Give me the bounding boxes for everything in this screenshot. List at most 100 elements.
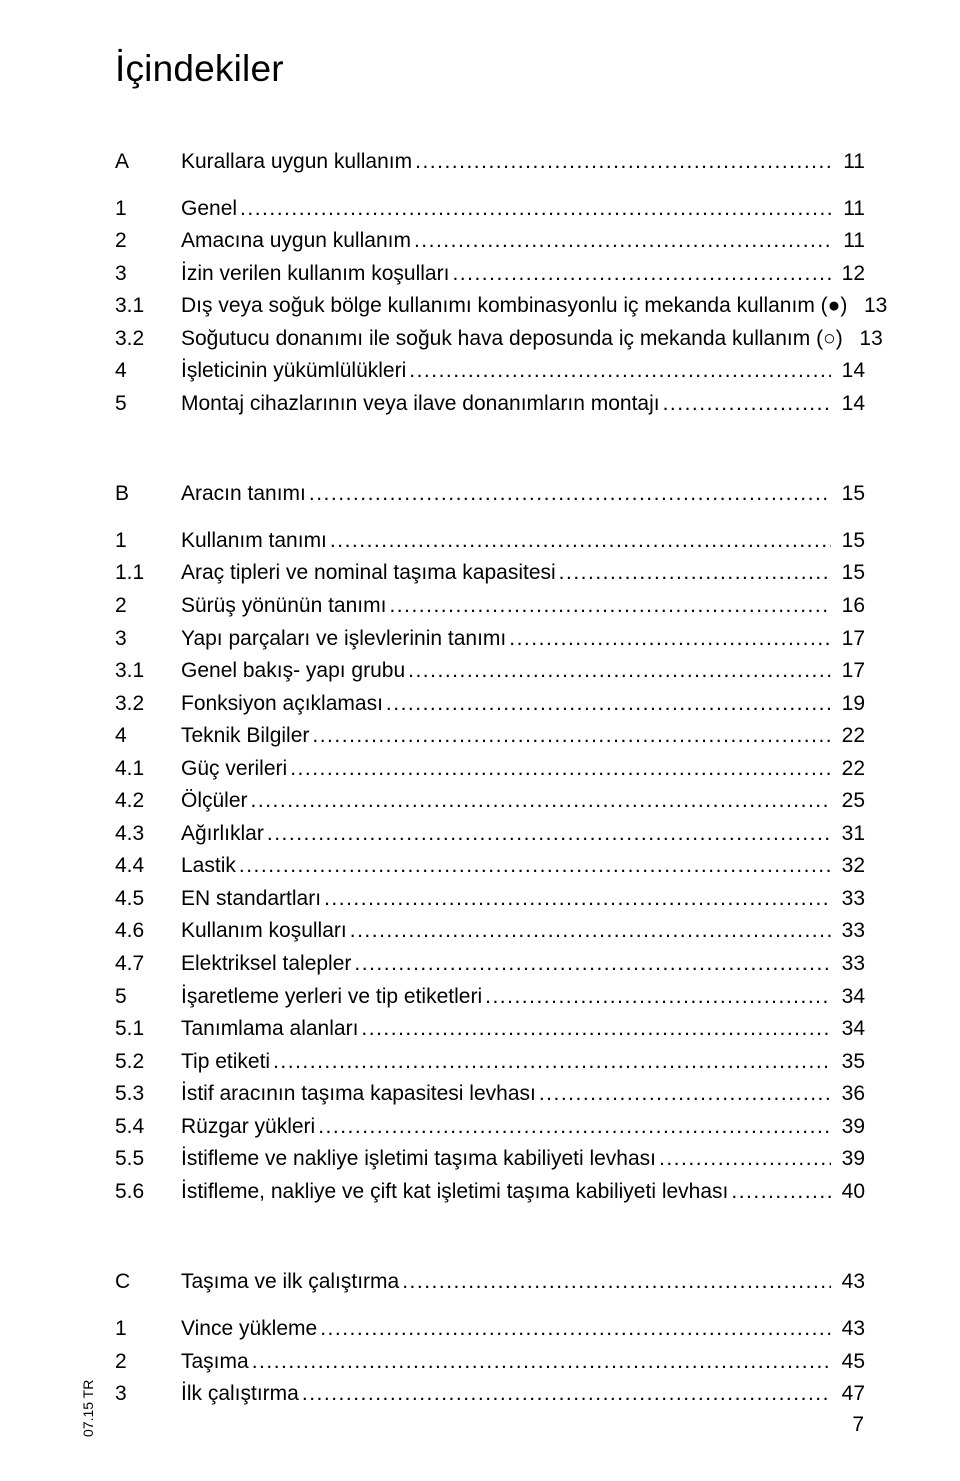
toc-item-page: 45 bbox=[831, 1346, 865, 1379]
toc-leader bbox=[405, 655, 831, 688]
toc-leader bbox=[270, 1046, 831, 1079]
toc-item: 5.2Tip etiketi35 bbox=[115, 1046, 865, 1079]
toc-item-page: 36 bbox=[831, 1078, 865, 1111]
toc-section-head: BAracın tanımı15 bbox=[115, 478, 865, 511]
page: İçindekiler AKurallara uygun kullanım111… bbox=[0, 0, 960, 1481]
toc-container: AKurallara uygun kullanım111Genel112Amac… bbox=[115, 146, 865, 1411]
toc-item-title: İşaretleme yerleri ve tip etiketleri bbox=[181, 981, 482, 1014]
toc-item-number: 4 bbox=[115, 355, 181, 388]
toc-item: 1Kullanım tanımı15 bbox=[115, 525, 865, 558]
toc-leader bbox=[412, 146, 831, 179]
toc-item: 3Yapı parçaları ve işlevlerinin tanımı17 bbox=[115, 623, 865, 656]
toc-item-page: 34 bbox=[831, 981, 865, 1014]
toc-item-title: İzin verilen kullanım koşulları bbox=[181, 258, 449, 291]
toc-section-page: 15 bbox=[831, 478, 865, 511]
toc-leader bbox=[315, 1111, 831, 1144]
toc-section-head: CTaşıma ve ilk çalıştırma43 bbox=[115, 1266, 865, 1299]
toc-item: 2Sürüş yönünün tanımı16 bbox=[115, 590, 865, 623]
toc-section: BAracın tanımı15 1Kullanım tanımı151.1Ara… bbox=[115, 478, 865, 1208]
toc-leader bbox=[347, 915, 831, 948]
toc-leader bbox=[299, 1378, 831, 1411]
toc-item-title: Lastik bbox=[181, 850, 236, 883]
toc-item-title: Ağırlıklar bbox=[181, 818, 264, 851]
toc-item-number: 4.1 bbox=[115, 753, 181, 786]
toc-item-page: 19 bbox=[831, 688, 865, 721]
toc-item-page: 15 bbox=[831, 557, 865, 590]
toc-item-number: 3 bbox=[115, 623, 181, 656]
toc-leader bbox=[351, 948, 831, 981]
toc-item-page: 39 bbox=[831, 1111, 865, 1144]
toc-item: 1Vince yükleme 43 bbox=[115, 1313, 865, 1346]
toc-item-title: İşleticinin yükümlülükleri bbox=[181, 355, 406, 388]
toc-item: 5.6İstifleme, nakliye ve çift kat işleti… bbox=[115, 1176, 865, 1209]
toc-leader bbox=[556, 557, 831, 590]
toc-item-number: 3 bbox=[115, 258, 181, 291]
toc-item-page: 14 bbox=[831, 355, 865, 388]
toc-item-number: 5.2 bbox=[115, 1046, 181, 1079]
toc-item-number: 4.4 bbox=[115, 850, 181, 883]
toc-item-page: 22 bbox=[831, 753, 865, 786]
toc-item: 4İşleticinin yükümlülükleri 14 bbox=[115, 355, 865, 388]
toc-item-page: 33 bbox=[831, 948, 865, 981]
toc-item-page: 13 bbox=[853, 290, 887, 323]
toc-item-title: Genel bbox=[181, 193, 237, 226]
toc-leader bbox=[399, 1266, 831, 1299]
toc-item: 5.4Rüzgar yükleri39 bbox=[115, 1111, 865, 1144]
toc-leader bbox=[386, 590, 831, 623]
toc-item-title: Tanımlama alanları bbox=[181, 1013, 358, 1046]
toc-section-page: 43 bbox=[831, 1266, 865, 1299]
toc-item: 4.6Kullanım koşulları 33 bbox=[115, 915, 865, 948]
toc-item: 4.7Elektriksel talepler33 bbox=[115, 948, 865, 981]
toc-item-title: İstifleme, nakliye ve çift kat işletimi … bbox=[181, 1176, 728, 1209]
toc-item-number: 5.3 bbox=[115, 1078, 181, 1111]
toc-item: 2Amacına uygun kullanım11 bbox=[115, 225, 865, 258]
toc-section-letter: A bbox=[115, 146, 181, 179]
toc-item-number: 5.5 bbox=[115, 1143, 181, 1176]
toc-leader bbox=[327, 525, 831, 558]
toc-item-number: 4.6 bbox=[115, 915, 181, 948]
toc-leader bbox=[248, 785, 831, 818]
toc-item-number: 3.2 bbox=[115, 323, 181, 356]
toc-item-page: 33 bbox=[831, 883, 865, 916]
toc-item-title: Kullanım koşulları bbox=[181, 915, 347, 948]
toc-item-number: 2 bbox=[115, 590, 181, 623]
toc-leader bbox=[321, 883, 831, 916]
toc-item-number: 1.1 bbox=[115, 557, 181, 590]
toc-leader bbox=[236, 850, 831, 883]
toc-item: 3İzin verilen kullanım koşulları 12 bbox=[115, 258, 865, 291]
toc-item: 1.1Araç tipleri ve nominal taşıma kapasi… bbox=[115, 557, 865, 590]
toc-section-letter: B bbox=[115, 478, 181, 511]
toc-leader bbox=[728, 1176, 831, 1209]
toc-item-number: 3 bbox=[115, 1378, 181, 1411]
toc-leader bbox=[406, 355, 831, 388]
toc-item-number: 2 bbox=[115, 1346, 181, 1379]
toc-item-number: 5 bbox=[115, 388, 181, 421]
toc-item-number: 3.1 bbox=[115, 290, 181, 323]
toc-leader bbox=[306, 478, 831, 511]
toc-item-page: 14 bbox=[831, 388, 865, 421]
toc-item: 3.1Dış veya soğuk bölge kullanımı kombin… bbox=[115, 290, 865, 323]
toc-leader bbox=[309, 720, 831, 753]
toc-leader bbox=[358, 1013, 831, 1046]
toc-item-title: Araç tipleri ve nominal taşıma kapasites… bbox=[181, 557, 556, 590]
toc-item-page: 43 bbox=[831, 1313, 865, 1346]
footer-left-vertical: 07.15 TR bbox=[80, 1380, 96, 1437]
toc-item-title: Vince yükleme bbox=[181, 1313, 317, 1346]
toc-item-page: 12 bbox=[831, 258, 865, 291]
toc-item: 1Genel11 bbox=[115, 193, 865, 226]
toc-item: 5İşaretleme yerleri ve tip etiketleri 34 bbox=[115, 981, 865, 1014]
toc-item: 3İlk çalıştırma47 bbox=[115, 1378, 865, 1411]
toc-item-number: 4.5 bbox=[115, 883, 181, 916]
toc-item-number: 1 bbox=[115, 1313, 181, 1346]
toc-section-title: Kurallara uygun kullanım bbox=[181, 146, 412, 179]
toc-item: 3.2Fonksiyon açıklaması19 bbox=[115, 688, 865, 721]
toc-item-title: Taşıma bbox=[181, 1346, 249, 1379]
toc-item-number: 2 bbox=[115, 225, 181, 258]
toc-item-page: 33 bbox=[831, 915, 865, 948]
toc-item-page: 35 bbox=[831, 1046, 865, 1079]
toc-item-number: 4.3 bbox=[115, 818, 181, 851]
toc-item-page: 39 bbox=[831, 1143, 865, 1176]
toc-item-number: 5 bbox=[115, 981, 181, 1014]
toc-item-page: 47 bbox=[831, 1378, 865, 1411]
toc-section-letter: C bbox=[115, 1266, 181, 1299]
